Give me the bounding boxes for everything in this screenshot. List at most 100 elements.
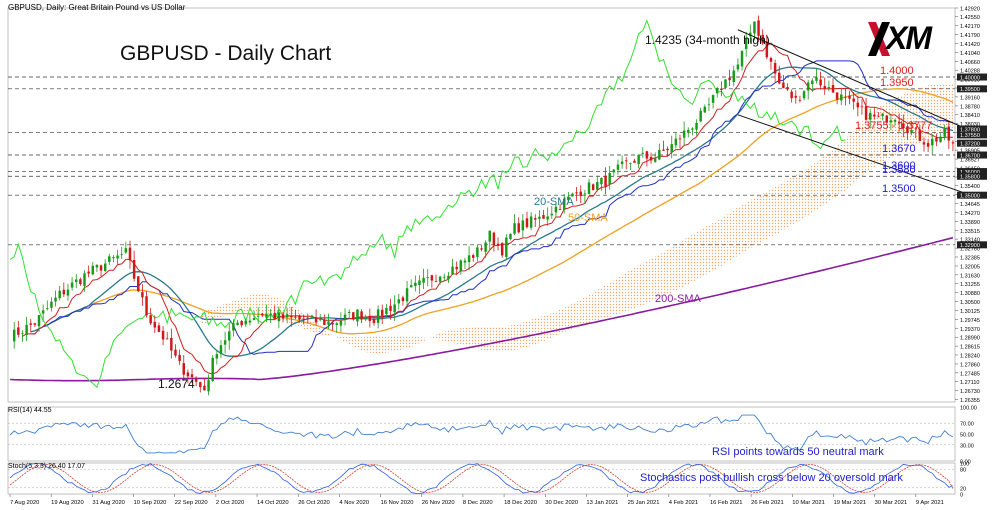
price-tick-label: 1.27485 <box>960 371 980 377</box>
candle-body <box>674 138 678 146</box>
candle-body <box>137 276 140 292</box>
stoch-tick-label: 20 <box>960 486 966 492</box>
candle-body <box>711 95 715 103</box>
candle-body <box>232 323 235 331</box>
candle-body <box>744 38 748 49</box>
candle-body <box>165 338 169 340</box>
date-tick-label: 13 Jan 2021 <box>586 500 618 506</box>
candle-body <box>629 163 632 164</box>
candle-body <box>265 313 268 318</box>
candle-body <box>831 85 835 93</box>
candle-body <box>194 378 198 382</box>
candle-body <box>500 242 504 256</box>
candle-body <box>583 193 587 195</box>
candle-body <box>37 315 41 327</box>
date-tick-label: 7 Aug 2020 <box>10 500 39 506</box>
candle-body <box>856 102 860 108</box>
candle-body <box>128 247 132 261</box>
candle-body <box>228 331 231 341</box>
candle-body <box>467 255 471 263</box>
candle-body <box>174 349 177 356</box>
candle-body <box>943 127 946 137</box>
candle-body <box>488 230 492 242</box>
candle-body <box>678 138 682 140</box>
candle-body <box>393 304 396 313</box>
sma20-line <box>30 66 954 357</box>
candle-body <box>554 206 558 213</box>
sma200-line <box>10 236 954 382</box>
price-tick-label: 1.28990 <box>960 336 980 342</box>
candle-body <box>430 275 434 281</box>
candle-body <box>471 255 475 258</box>
candle-body <box>893 119 897 122</box>
candle-body <box>782 82 785 89</box>
candle-body <box>269 313 272 315</box>
candle-body <box>145 296 148 316</box>
candle-body <box>525 218 529 228</box>
candle-body <box>587 182 591 195</box>
logo-text: XM <box>886 20 932 56</box>
candle-body <box>261 313 264 316</box>
candle-body <box>591 184 595 191</box>
candle-body <box>54 297 57 302</box>
candle-body <box>798 99 802 101</box>
date-tick-label: 26 Nov 2020 <box>422 500 455 506</box>
candle-body <box>298 315 301 320</box>
candle-body <box>240 321 243 326</box>
candle-body <box>360 311 363 320</box>
candle-body <box>902 123 905 129</box>
sma50-line <box>51 88 954 335</box>
price-highlight-box <box>957 85 987 93</box>
rsi-line <box>9 414 954 454</box>
candle-body <box>318 319 322 321</box>
candle-body <box>496 243 500 245</box>
candle-body <box>567 196 570 201</box>
price-highlight-box <box>957 191 987 199</box>
candle-body <box>637 154 640 165</box>
stoch-signal-line <box>9 464 954 493</box>
price-highlight-label: 1.37800 <box>960 127 980 133</box>
candle-body <box>451 266 454 275</box>
candle-body <box>918 129 922 141</box>
date-tick-label: 8 Dec 2020 <box>463 500 493 506</box>
stoch-panel-frame <box>7 462 956 495</box>
price-tick-label: 1.38780 <box>960 104 980 110</box>
candle-body <box>757 20 760 36</box>
price-tick-label: 1.32760 <box>960 247 980 253</box>
candle-body <box>25 324 28 335</box>
candle-body <box>170 337 173 351</box>
candle-body <box>33 323 37 325</box>
annotation-low: 1.2674 <box>158 377 195 391</box>
candle-body <box>873 114 876 117</box>
candle-body <box>294 316 297 318</box>
candle-body <box>455 266 458 270</box>
candle-body <box>600 177 603 185</box>
candle-body <box>687 129 690 133</box>
candle-body <box>132 259 136 279</box>
candle-body <box>252 318 256 321</box>
candle-body <box>773 63 777 74</box>
candle-body <box>182 363 185 375</box>
stoch-main-line <box>9 463 954 494</box>
candle-body <box>695 122 698 130</box>
price-tick-label: 1.28240 <box>960 353 980 359</box>
rsi-tick-label: 50.00 <box>960 433 974 439</box>
candle-body <box>819 79 822 86</box>
candle-body <box>199 382 202 388</box>
price-highlight-box <box>957 139 987 147</box>
candle-body <box>550 213 554 216</box>
rsi-note: RSI points towards 50 neutral mark <box>712 446 884 458</box>
price-tick-label: 1.36527 <box>960 158 980 164</box>
candle-body <box>848 95 851 99</box>
price-tick-label: 1.26730 <box>960 389 980 395</box>
candle-body <box>823 85 826 90</box>
candle-body <box>463 260 467 263</box>
price-highlight-box <box>957 125 987 133</box>
candle-body <box>79 279 82 284</box>
rsi-tick-label: 30.00 <box>960 443 974 449</box>
date-tick-label: 19 Mar 2021 <box>833 500 866 506</box>
candle-body <box>120 254 123 256</box>
price-tick-label: 1.27860 <box>960 362 980 368</box>
candle-body <box>910 130 913 133</box>
candle-body <box>438 276 442 282</box>
